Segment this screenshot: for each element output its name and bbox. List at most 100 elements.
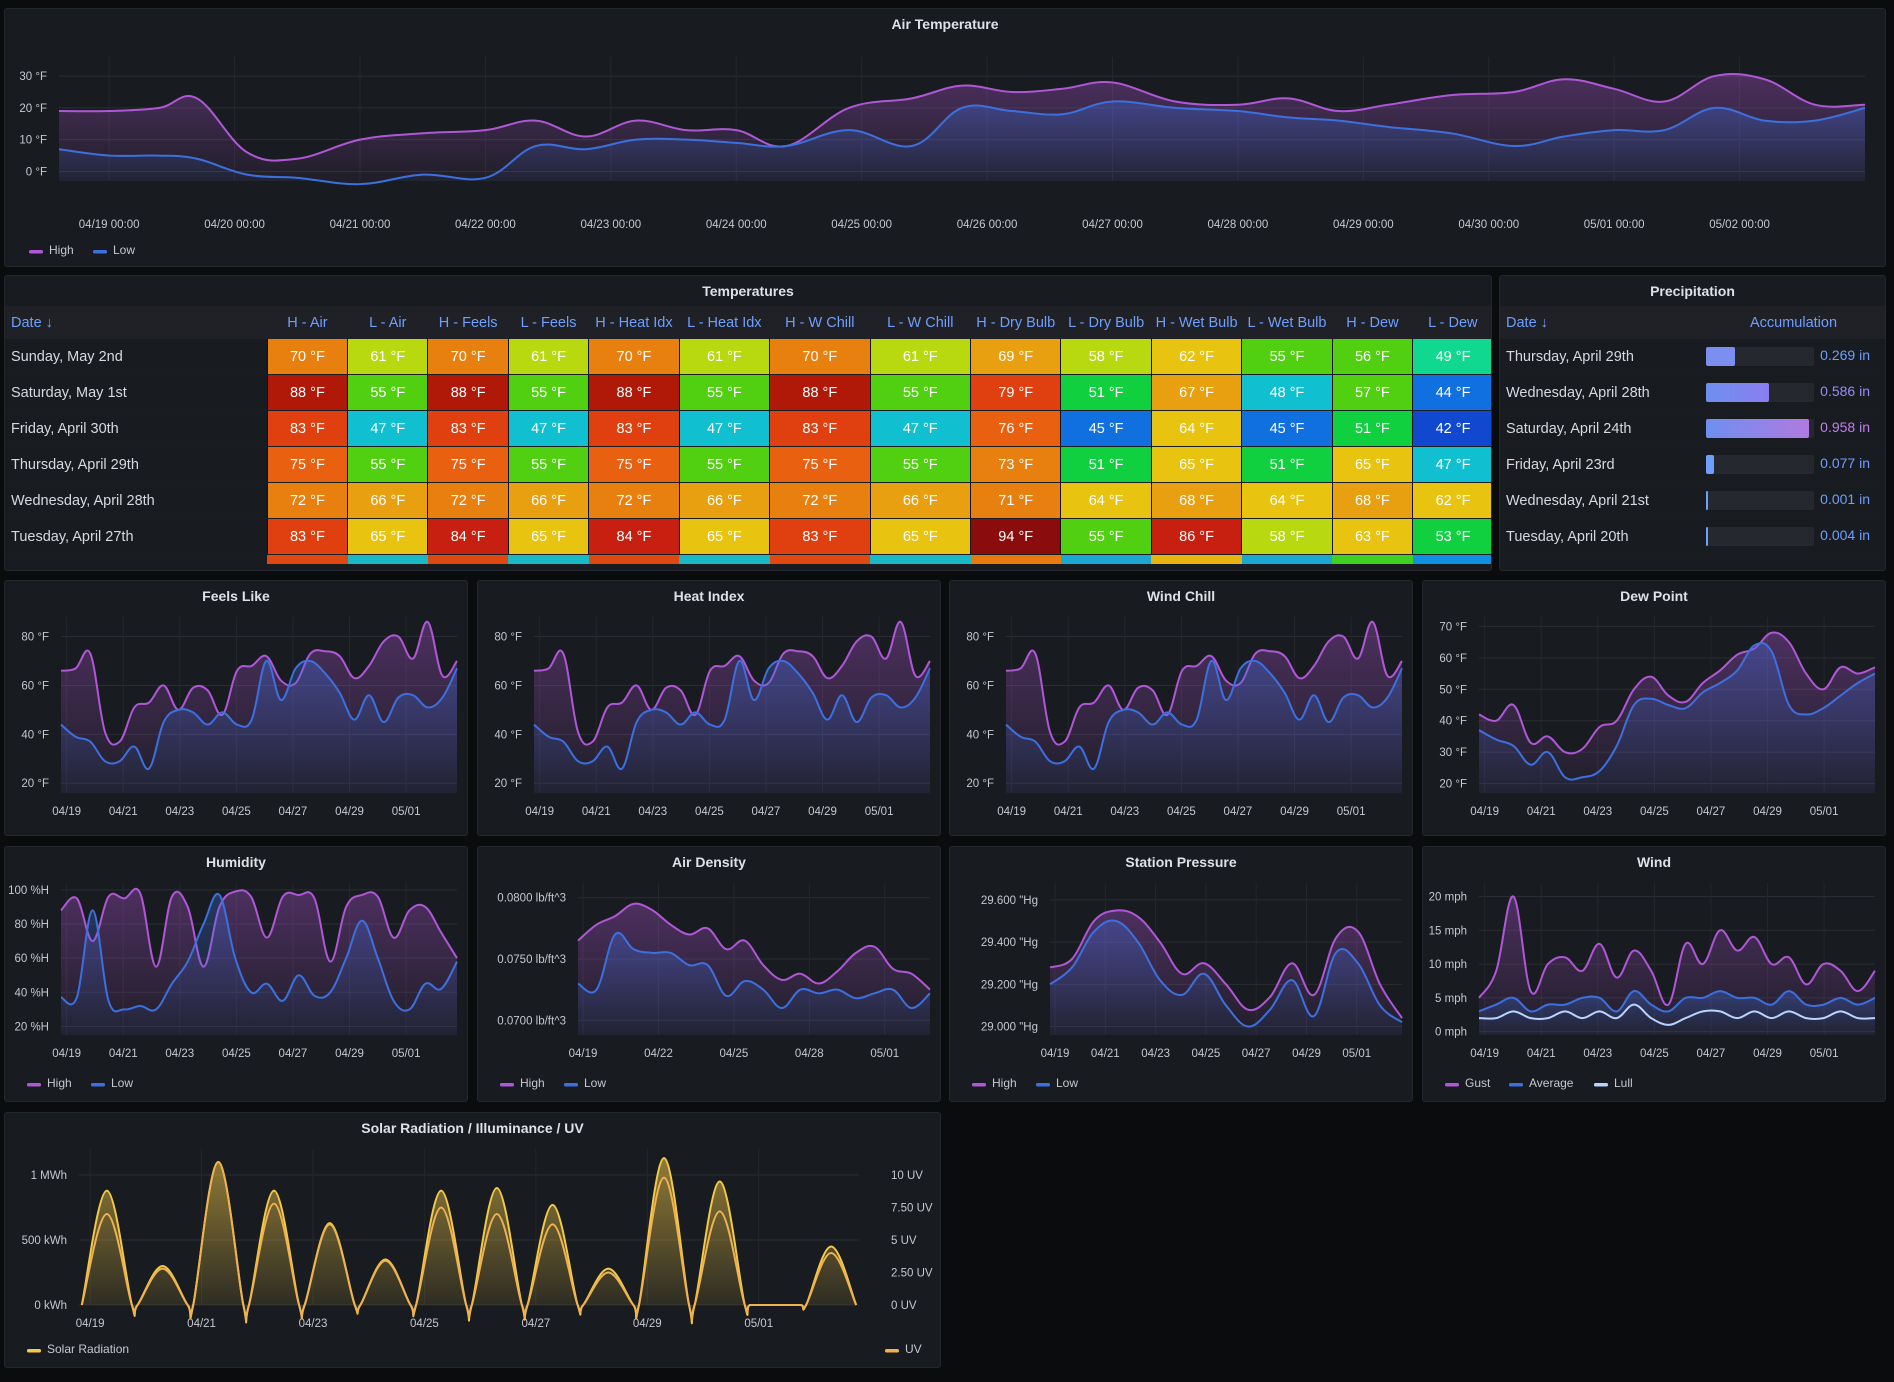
wind-title[interactable]: Wind	[1636, 854, 1672, 870]
legend-label-low[interactable]: Low	[1056, 1076, 1078, 1090]
legend-swatch-low[interactable]	[91, 1083, 105, 1087]
dew-point-title[interactable]: Dew Point	[1620, 588, 1688, 604]
temps-col-header[interactable]: H - Dew	[1332, 306, 1413, 339]
legend-swatch-solar-radiation[interactable]	[27, 1349, 41, 1353]
feels-like-title[interactable]: Feels Like	[202, 588, 270, 604]
heat-low-line[interactable]	[533, 659, 931, 770]
legend-label-average[interactable]: Average	[1529, 1076, 1574, 1090]
dens-low-line[interactable]	[577, 931, 931, 1010]
wind-gust-line[interactable]	[1478, 895, 1876, 1006]
legend-swatch-low[interactable]	[564, 1083, 578, 1087]
legend-label-lull[interactable]: Lull	[1614, 1076, 1633, 1090]
heat-xtick: 04/29	[808, 806, 837, 818]
legend-label-low[interactable]: Low	[113, 243, 135, 257]
dew-low-line[interactable]	[1478, 641, 1876, 781]
air-temp-xtick: 04/27 00:00	[1082, 219, 1143, 231]
temps-col-header[interactable]: L - Heat Idx	[679, 306, 770, 339]
legend-swatch-low[interactable]	[1036, 1083, 1050, 1087]
legend-label-high[interactable]: High	[520, 1076, 545, 1090]
legend-label-solar-radiation[interactable]: Solar Radiation	[47, 1342, 129, 1356]
wind-average-line[interactable]	[1478, 990, 1876, 1013]
press-low-line[interactable]	[1049, 919, 1403, 1028]
temps-value-cell: 65 °F	[678, 518, 770, 555]
legend-swatch-low[interactable]	[93, 250, 107, 254]
station-pressure-title[interactable]: Station Pressure	[1125, 854, 1237, 870]
legend-swatch-high[interactable]	[27, 1083, 41, 1087]
dew-xtick: 04/21	[1527, 806, 1556, 818]
temps-col-header[interactable]: L - Air	[347, 306, 428, 339]
temps-value-cell: 76 °F	[969, 410, 1061, 447]
legend-label-low[interactable]: Low	[111, 1076, 133, 1090]
press-ytick: 29.200 "Hg	[981, 979, 1038, 991]
humidity-title[interactable]: Humidity	[206, 854, 266, 870]
dew-high-line[interactable]	[1478, 631, 1876, 755]
temps-col-header[interactable]: H - Feels	[427, 306, 509, 339]
wind-lull-line[interactable]	[1478, 1003, 1876, 1026]
temps-col-header[interactable]: L - Wet Bulb	[1241, 306, 1333, 339]
heat-high-line[interactable]	[533, 620, 931, 746]
legend-swatch-high[interactable]	[29, 250, 43, 254]
temps-col-header[interactable]: L - Dew	[1412, 306, 1491, 339]
temperatures-title[interactable]: Temperatures	[702, 283, 794, 299]
precip-date-cell: Wednesday, April 21st	[1500, 482, 1700, 519]
chill-high-line[interactable]	[1005, 620, 1403, 746]
legend-label-low[interactable]: Low	[584, 1076, 606, 1090]
legend-swatch-high[interactable]	[972, 1083, 986, 1087]
legend-label-gust[interactable]: Gust	[1465, 1076, 1491, 1090]
legend-swatch-high[interactable]	[500, 1083, 514, 1087]
legend-swatch-gust[interactable]	[1445, 1083, 1459, 1087]
temps-date-header[interactable]: Date ↓	[5, 306, 268, 339]
temps-col-header[interactable]: H - Air	[267, 306, 348, 339]
hum-low-line[interactable]	[60, 892, 458, 1013]
temps-value-cell: 47 °F	[347, 410, 428, 447]
precip-row: Thursday, April 29th 0.269 in	[1500, 339, 1885, 375]
temps-col-header[interactable]: H - Wet Bulb	[1151, 306, 1242, 339]
temps-col-header[interactable]: L - Dry Bulb	[1060, 306, 1152, 339]
air-density-title[interactable]: Air Density	[672, 854, 746, 870]
temps-value-cell: 83 °F	[769, 410, 871, 447]
legend-label-uv[interactable]: UV	[905, 1342, 922, 1356]
precipitation-title[interactable]: Precipitation	[1650, 283, 1735, 299]
feels-ytick: 60 °F	[21, 680, 49, 692]
air-temp-low-line[interactable]	[58, 100, 1866, 186]
press-high-line[interactable]	[1049, 909, 1403, 1019]
hum-high-line[interactable]	[60, 887, 458, 968]
air-density-chart: 0.0800 lb/ft^3 0.0750 lb/ft^3 0.0700 lb/ft…	[497, 883, 931, 1090]
legend-swatch-lull[interactable]	[1594, 1083, 1608, 1087]
air-temp-high-line[interactable]	[58, 72, 1866, 162]
precip-date-header[interactable]: Date ↓	[1500, 306, 1700, 339]
legend-label-high[interactable]: High	[992, 1076, 1017, 1090]
legend-label-high[interactable]: High	[49, 243, 74, 257]
solar-title[interactable]: Solar Radiation / Illuminance / UV	[361, 1120, 584, 1136]
temps-col-header[interactable]: L - Feels	[508, 306, 589, 339]
heat-index-title[interactable]: Heat Index	[673, 588, 745, 604]
feels-xtick: 04/29	[335, 806, 364, 818]
temps-col-header[interactable]: H - Heat Idx	[588, 306, 680, 339]
uv-index-line[interactable]	[80, 1160, 858, 1323]
air-temp-ytick: 30 °F	[19, 71, 47, 83]
temps-value-cell: 47 °F	[1412, 446, 1491, 483]
feels-low-line[interactable]	[60, 659, 458, 770]
air-temperature-panel: Air Temperature 30 °F 20 °F 10 °F 0 °F 04/19…	[4, 8, 1886, 267]
feels-ytick: 40 °F	[21, 729, 49, 741]
temps-col-header[interactable]: H - Dry Bulb	[970, 306, 1061, 339]
temps-value-cell: 65 °F	[1331, 446, 1413, 483]
temps-value-cell: 49 °F	[1412, 339, 1491, 375]
temps-value-cell: 70 °F	[266, 339, 348, 375]
precip-bar-track	[1706, 491, 1814, 510]
precip-accumulation-header[interactable]: Accumulation	[1700, 306, 1885, 339]
dens-high-line[interactable]	[577, 902, 931, 991]
legend-swatch-average[interactable]	[1509, 1083, 1523, 1087]
press-xtick: 04/21	[1091, 1048, 1120, 1060]
wind-chill-title[interactable]: Wind Chill	[1146, 588, 1216, 604]
temps-row: Saturday, May 1st 88 °F 55 °F 88 °F 55 °F 88 …	[5, 374, 1491, 411]
air-temperature-title[interactable]: Air Temperature	[891, 16, 999, 32]
feels-high-line[interactable]	[60, 620, 458, 746]
temps-value-cell: 42 °F	[1412, 410, 1491, 447]
temps-col-header[interactable]: H - W Chill	[769, 306, 871, 339]
press-ytick: 29.600 "Hg	[981, 895, 1038, 907]
legend-swatch-uv[interactable]	[885, 1349, 899, 1353]
legend-label-high[interactable]: High	[47, 1076, 72, 1090]
chill-low-line[interactable]	[1005, 659, 1403, 770]
temps-col-header[interactable]: L - W Chill	[870, 306, 971, 339]
